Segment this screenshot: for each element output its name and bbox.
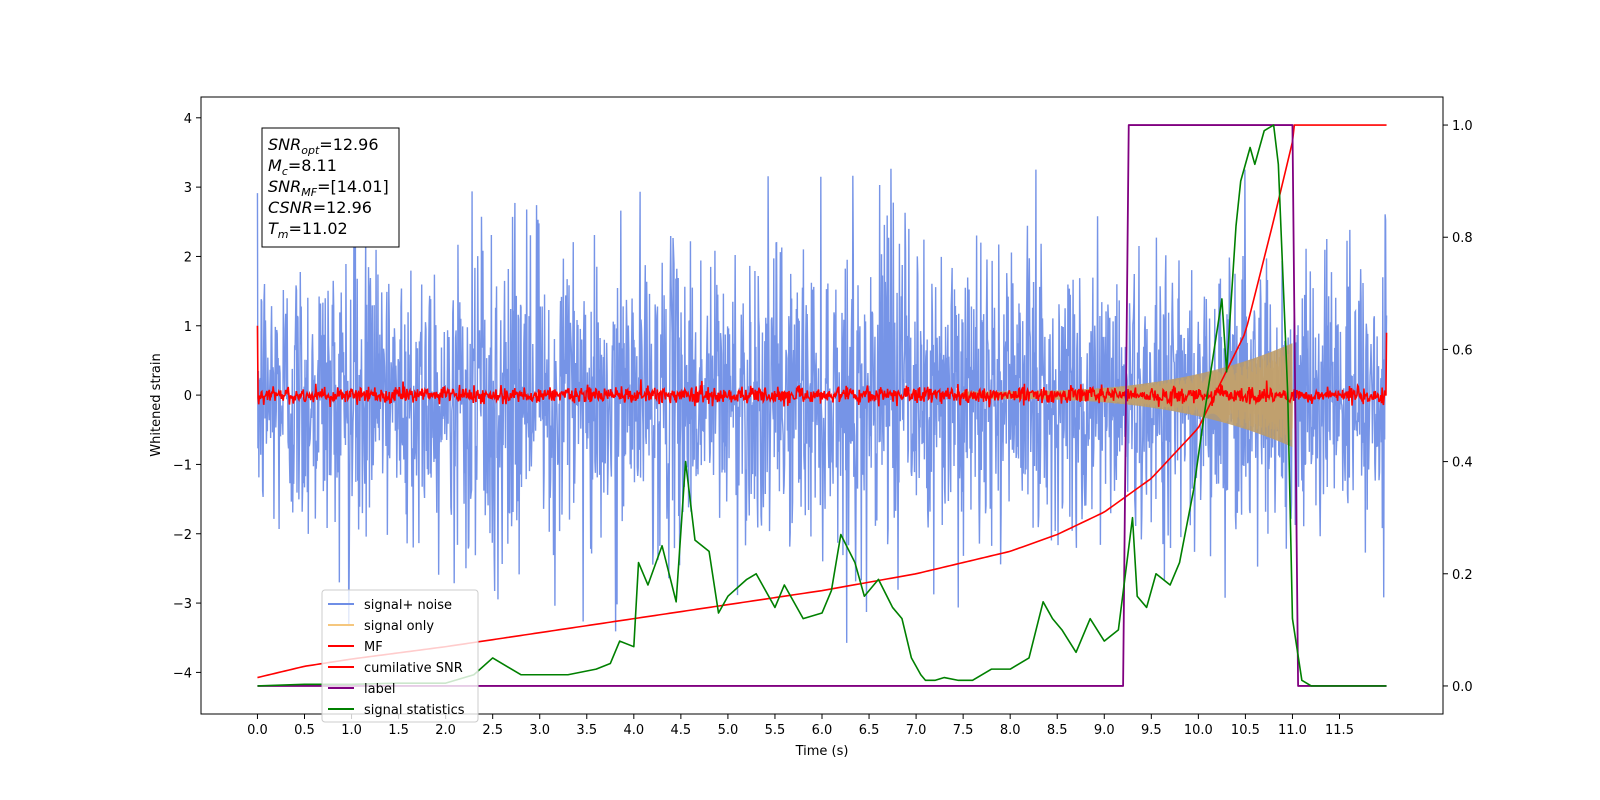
x-tick-label-5: 2.5 [482, 723, 503, 738]
y-axis-right: 1.0 0.8 0.6 0.4 0.2 0.0 [1443, 119, 1473, 695]
x-tick-label-0: 0.0 [247, 723, 268, 738]
series-mf [256, 325, 1388, 408]
y-tick-label-6: −2 [173, 528, 192, 543]
x-tick-label-2: 1.0 [341, 723, 362, 738]
y-axis-left: 4 3 2 1 0 −1 −2 −3 −4 [173, 112, 201, 681]
annotation-box: SNRopt=12.96Mc=8.11SNRMF=[14.01]CSNR=12.… [261, 127, 400, 248]
y-tick-label-1: 3 [184, 181, 192, 196]
legend: signal+ noise signal only MF cumilative SNR… [321, 589, 479, 723]
series-signal-statistics [257, 124, 1387, 687]
x-tick-label-16: 8.0 [1000, 723, 1021, 738]
x-tick-label-17: 8.5 [1047, 723, 1068, 738]
x-tick-label-4: 2.0 [435, 723, 456, 738]
legend-label-0: signal+ noise [364, 598, 452, 613]
y-right-tick-label-2: 0.6 [1452, 343, 1473, 358]
x-axis: 0.0 0.5 1.0 1.5 2.0 2.5 3.0 3.5 4.0 4.5 5.0 5.5 6.0 6… [247, 714, 1354, 738]
y-tick-label-2: 2 [184, 250, 192, 265]
y-right-tick-label-0: 1.0 [1452, 119, 1473, 134]
y-tick-label-4: 0 [184, 389, 192, 404]
y-tick-label-7: −3 [173, 597, 192, 612]
x-tick-label-22: 11.0 [1278, 723, 1307, 738]
legend-label-4: label [364, 682, 395, 697]
legend-label-5: signal statistics [364, 703, 465, 718]
annotation-line-0: SNRopt=12.96 [268, 135, 379, 157]
x-tick-label-14: 7.0 [906, 723, 927, 738]
legend-label-1: signal only [364, 619, 434, 634]
x-tick-label-7: 3.5 [576, 723, 597, 738]
y-right-tick-label-3: 0.4 [1452, 456, 1473, 471]
x-tick-label-3: 1.5 [388, 723, 409, 738]
x-tick-label-19: 9.5 [1141, 723, 1162, 738]
x-tick-label-6: 3.0 [529, 723, 550, 738]
x-tick-label-9: 4.5 [671, 723, 692, 738]
x-tick-label-12: 6.0 [812, 723, 833, 738]
x-tick-label-18: 9.0 [1094, 723, 1115, 738]
x-tick-label-15: 7.5 [953, 723, 974, 738]
x-tick-label-13: 6.5 [859, 723, 880, 738]
legend-label-2: MF [364, 640, 383, 655]
y-right-tick-label-1: 0.8 [1452, 231, 1473, 246]
y-tick-label-3: 1 [184, 320, 192, 335]
y-right-tick-label-5: 0.0 [1452, 680, 1473, 695]
annotation-line-3: CSNR=12.96 [268, 198, 372, 217]
y-right-tick-label-4: 0.2 [1452, 568, 1473, 583]
y-tick-label-5: −1 [173, 458, 192, 473]
x-tick-label-8: 4.0 [623, 723, 644, 738]
annotation-frame [261, 127, 400, 248]
x-tick-label-21: 10.5 [1231, 723, 1260, 738]
y-tick-label-0: 4 [184, 112, 192, 127]
annotation-line-2: SNRMF=[14.01] [268, 177, 389, 199]
x-tick-label-11: 5.5 [765, 723, 786, 738]
x-tick-label-10: 5.0 [718, 723, 739, 738]
legend-frame [321, 589, 479, 723]
x-tick-label-1: 0.5 [294, 723, 315, 738]
y-axis-label: Whitened strain [149, 353, 164, 456]
legend-label-3: cumilative SNR [364, 661, 463, 676]
y-tick-label-8: −4 [173, 666, 192, 681]
annotation-line-1: Mc=8.11 [268, 156, 337, 178]
annotation-line-4: Tm=11.02 [268, 219, 348, 241]
x-tick-label-20: 10.0 [1184, 723, 1213, 738]
x-tick-label-23: 11.5 [1325, 723, 1354, 738]
x-axis-label: Time (s) [795, 744, 849, 759]
